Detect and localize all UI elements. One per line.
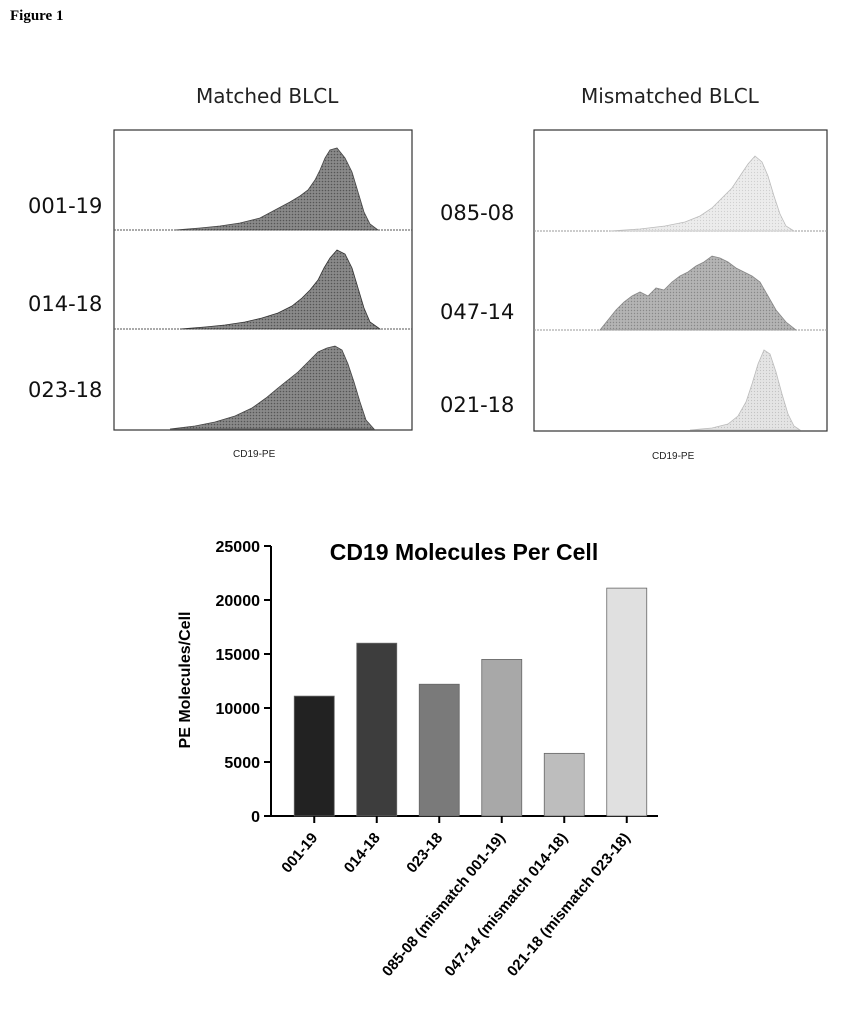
bar-chart-y-axis-label: PE Molecules/Cell (177, 612, 194, 749)
matched-panel-title: Matched BLCL (196, 84, 339, 108)
bar-5 (606, 587, 648, 817)
bars (293, 587, 648, 817)
bar-1 (356, 642, 398, 817)
bar-2 (418, 683, 460, 817)
histogram-047-14 (599, 255, 798, 331)
histogram-001-19 (174, 147, 380, 231)
mismatched-x-axis-label: CD19-PE (652, 451, 695, 462)
histogram-021-18 (689, 349, 802, 431)
y-tick-label-0: 0 (251, 809, 260, 826)
x-tick-label-5: 021-18 (mismatch 023-18) (504, 830, 634, 980)
bar-4 (543, 752, 585, 817)
y-tick-label-1: 5000 (224, 755, 260, 772)
matched-row-label-2: 014-18 (28, 292, 103, 316)
matched-row-label-1: 001-19 (28, 194, 103, 218)
y-tick-label-3: 15000 (216, 647, 261, 664)
matched-histogram-panel (113, 129, 413, 431)
matched-x-axis-label: CD19-PE (233, 449, 276, 460)
bar-0 (293, 695, 335, 817)
histogram-014-18 (179, 249, 382, 330)
x-tick-label-0: 001-19 (278, 830, 321, 877)
figure-label: Figure 1 (10, 8, 64, 24)
histogram-085-08 (609, 155, 796, 232)
y-tick-label-4: 20000 (216, 593, 261, 610)
bar-chart-title: CD19 Molecules Per Cell (330, 539, 598, 565)
y-ticks: 0 5000 10000 15000 20000 25000 (216, 539, 271, 826)
x-tick-label-2: 023-18 (403, 830, 446, 877)
histogram-023-18 (169, 345, 375, 430)
matched-row-label-3: 023-18 (28, 378, 103, 402)
y-tick-label-2: 10000 (216, 701, 261, 718)
x-tick-label-1: 014-18 (341, 830, 384, 877)
mismatched-panel-title: Mismatched BLCL (581, 84, 759, 108)
bar-3 (481, 659, 523, 817)
x-tick-label-4: 047-14 (mismatch 014-18) (441, 830, 571, 980)
x-tick-label-3: 085-08 (mismatch 001-19) (379, 830, 509, 980)
y-tick-label-5: 25000 (216, 539, 261, 556)
bar-chart: CD19 Molecules Per Cell PE Molecules/Cel… (177, 539, 658, 980)
mismatched-histogram-panel (533, 129, 828, 432)
mismatched-row-label-1: 085-08 (440, 201, 515, 225)
mismatched-row-label-3: 021-18 (440, 393, 515, 417)
mismatched-row-label-2: 047-14 (440, 300, 515, 324)
